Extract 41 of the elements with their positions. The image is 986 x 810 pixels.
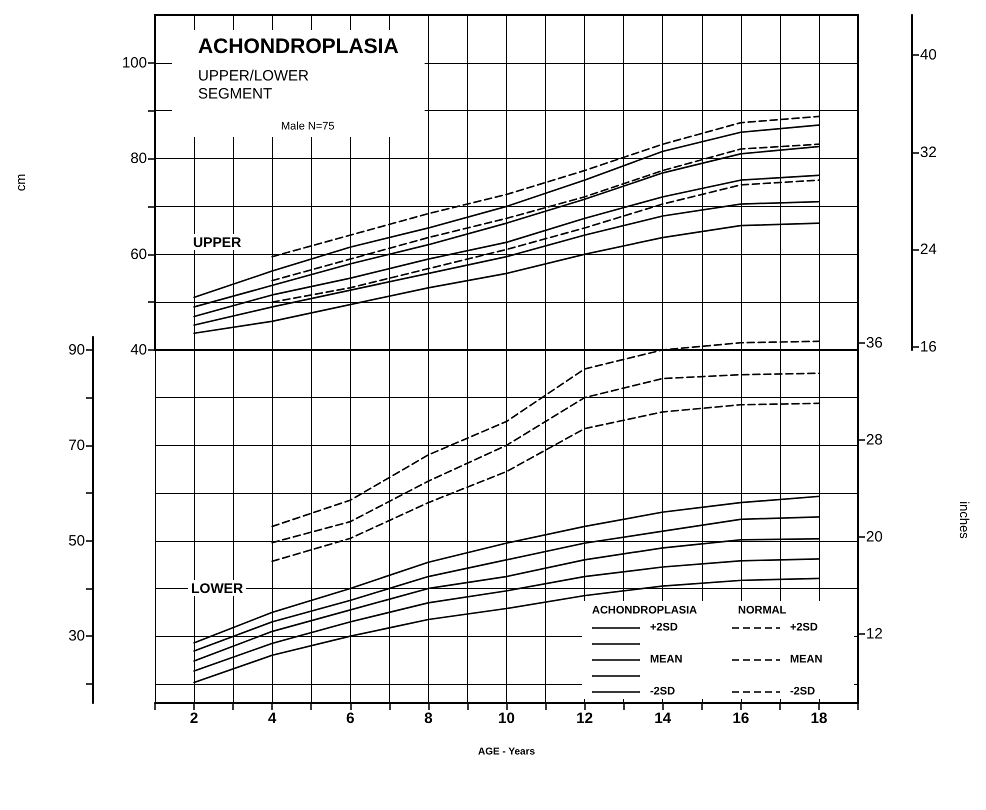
y2-tick-label: 36: [866, 334, 883, 352]
y-tick-label: 30: [68, 628, 85, 645]
y2-tick-label: 24: [920, 241, 937, 258]
x-tick-label: 14: [654, 710, 672, 727]
annotation: ACHONDROPLASIA: [592, 604, 698, 616]
annotation: LOWER: [191, 580, 244, 596]
x-tick-label: 16: [732, 710, 750, 727]
y-tick-label: 100: [122, 54, 147, 72]
legend-label: MEAN: [650, 654, 682, 666]
text: UPPER/LOWER SEGMENT: [198, 68, 314, 102]
x-tick-label: 6: [346, 710, 354, 727]
legend-label: +2SD: [790, 622, 818, 634]
legend-label: MEAN: [790, 654, 822, 666]
y-tick-label: 60: [130, 246, 147, 263]
x-tick-label: 12: [576, 710, 593, 727]
x-tick-label: 10: [498, 710, 515, 727]
text: ACHONDROPLASIA: [198, 35, 399, 58]
annotation: NORMAL: [738, 604, 787, 616]
legend-label: -2SD: [650, 686, 676, 698]
y2-tick-label: 20: [866, 528, 883, 546]
x-tick-label: 8: [424, 710, 433, 727]
y2-tick-label: 12: [866, 625, 883, 642]
y-tick-label: 90: [68, 341, 85, 358]
y2-tick-label: 16: [920, 338, 937, 356]
x-tick-label: 18: [810, 710, 828, 727]
legend-label: +2SD: [650, 622, 678, 634]
legend-label: -2SD: [790, 686, 816, 698]
x-tick-label: 4: [268, 710, 277, 727]
x-tick-label: 2: [190, 710, 198, 727]
annotation: UPPER: [193, 234, 242, 250]
y2-tick-label: 40: [920, 46, 937, 64]
y-tick-label: 70: [68, 436, 85, 454]
x-axis-title: AGE - Years: [478, 746, 536, 758]
annotation: Male N=75: [281, 120, 335, 132]
y-tick-label: 40: [130, 342, 147, 358]
y2-tick-label: 32: [920, 144, 937, 161]
y-tick-label: 80: [130, 150, 147, 168]
y2-tick-label: 28: [866, 432, 883, 449]
y2-axis-title: inches: [957, 501, 972, 540]
y-tick-label: 50: [68, 532, 85, 550]
y-axis-title: cm: [13, 174, 28, 192]
